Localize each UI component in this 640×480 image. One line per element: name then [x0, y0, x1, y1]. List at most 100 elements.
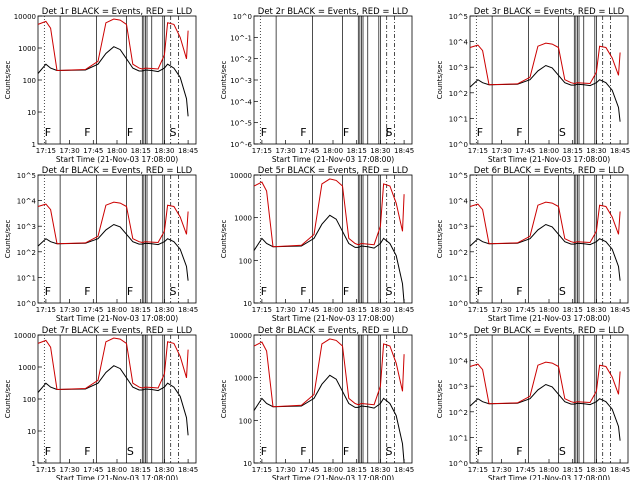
panel-det-8: Det 8r BLACK = Events, RED = LLD F F F S 10 10… [220, 326, 414, 480]
y-tick-label: 10 [243, 300, 252, 308]
x-tick-label: 17:15 [36, 306, 56, 314]
flag-marker: F [127, 126, 133, 139]
y-tick-label: 10000 [230, 332, 252, 340]
flag-marker: S [559, 445, 566, 458]
flag-marker: F [516, 285, 522, 298]
x-tick-label: 17:45 [299, 147, 319, 155]
flag-marker: F [477, 126, 483, 139]
y-axis-label: Counts/sec [436, 220, 444, 259]
y-tick-label: 10^1 [449, 115, 468, 123]
lld-series-line [37, 201, 189, 245]
lld-series-line [37, 18, 189, 72]
flag-marker: F [516, 126, 522, 139]
x-tick-label: 17:15 [252, 466, 272, 474]
y-tick-label: 10^2 [449, 249, 468, 257]
events-series-line [253, 374, 405, 464]
x-tick-label: 17:30 [276, 466, 296, 474]
y-axis-label: Counts/sec [4, 61, 12, 100]
events-series-line [469, 223, 621, 281]
y-tick-label: 100 [23, 77, 36, 85]
x-tick-label: 17:30 [492, 466, 512, 474]
y-tick-label: 10^5 [17, 172, 36, 180]
y-tick-label: 10^1 [449, 274, 468, 282]
plot-frame [37, 15, 197, 145]
y-tick-label: 10^5 [449, 13, 468, 21]
y-axis-label: Counts/sec [220, 220, 228, 259]
plot-frame [37, 174, 197, 304]
x-axis-label: Start Time (21-Nov-03 17:08:00) [488, 314, 610, 323]
x-tick-label: 18:00 [539, 147, 559, 155]
x-tick-label: 17:30 [60, 147, 80, 155]
y-tick-label: 1000 [18, 45, 36, 53]
y-tick-label: 10 [27, 428, 36, 436]
x-tick-label: 18:30 [586, 306, 606, 314]
flag-marker: F [45, 126, 51, 139]
panel-title: Det 7r BLACK = Events, RED = LLD [42, 326, 193, 336]
x-tick-label: 18:45 [610, 306, 630, 314]
panel-det-7: Det 7r BLACK = Events, RED = LLD F F S 1 10 10… [4, 326, 198, 480]
flag-marker: F [343, 126, 349, 139]
flag-marker: F [343, 285, 349, 298]
x-tick-label: 18:15 [347, 306, 367, 314]
panel-title: Det 2r BLACK = Events, RED = LLD [258, 7, 409, 17]
flag-marker: F [84, 285, 90, 298]
flag-marker: F [300, 445, 306, 458]
y-tick-label: 10^-4 [230, 98, 252, 106]
x-tick-label: 18:00 [323, 147, 343, 155]
plot-frame [253, 15, 413, 145]
y-tick-label: 1 [32, 141, 36, 149]
panel-title: Det 3r BLACK = Events, RED = LLD [474, 7, 625, 17]
flag-marker: F [84, 445, 90, 458]
panel-det-5: Det 5r BLACK = Events, RED = LLD F F F S 10 10… [220, 166, 414, 323]
y-axis-label: Counts/sec [436, 380, 444, 419]
y-tick-label: 10^5 [449, 332, 468, 340]
flag-marker: F [300, 285, 306, 298]
x-tick-label: 18:30 [154, 466, 174, 474]
x-tick-label: 18:15 [347, 466, 367, 474]
x-tick-label: 18:30 [154, 147, 174, 155]
x-tick-label: 18:30 [370, 466, 390, 474]
x-tick-label: 17:45 [515, 147, 535, 155]
x-axis-label: Start Time (21-Nov-03 17:08:00) [488, 155, 610, 164]
events-series-line [469, 64, 621, 122]
y-tick-label: 10^4 [449, 198, 469, 206]
x-tick-label: 18:15 [131, 147, 151, 155]
flag-marker: F [127, 285, 133, 298]
x-tick-label: 17:30 [492, 147, 512, 155]
x-tick-label: 17:30 [60, 466, 80, 474]
x-tick-label: 18:30 [586, 147, 606, 155]
flag-marker: S [386, 285, 393, 298]
lld-series-line [469, 201, 621, 245]
flag-marker: F [477, 285, 483, 298]
x-tick-label: 18:45 [394, 147, 414, 155]
plot-frame [469, 334, 629, 464]
y-axis-label: Counts/sec [4, 220, 12, 259]
flag-marker: F [343, 445, 349, 458]
x-axis-label: Start Time (21-Nov-03 17:08:00) [272, 155, 394, 164]
x-tick-label: 18:00 [539, 466, 559, 474]
x-tick-label: 18:15 [563, 466, 583, 474]
plot-frame [253, 334, 413, 464]
panel-title: Det 4r BLACK = Events, RED = LLD [42, 166, 193, 176]
flag-marker: F [261, 285, 267, 298]
flag-marker: F [300, 126, 306, 139]
lld-series-line [37, 337, 189, 391]
panel-title: Det 9r BLACK = Events, RED = LLD [474, 326, 625, 336]
y-tick-label: 1000 [18, 364, 36, 372]
x-tick-label: 18:45 [178, 147, 198, 155]
x-tick-label: 17:45 [299, 306, 319, 314]
x-tick-label: 18:30 [370, 147, 390, 155]
flag-marker: F [45, 445, 51, 458]
x-tick-label: 18:15 [131, 306, 151, 314]
y-tick-label: 10^2 [449, 409, 468, 417]
y-tick-label: 10^5 [449, 172, 468, 180]
x-tick-label: 17:45 [83, 466, 103, 474]
flag-marker: F [261, 126, 267, 139]
flag-marker: S [386, 126, 393, 139]
y-tick-label: 10^-6 [230, 141, 252, 149]
x-axis-label: Start Time (21-Nov-03 17:08:00) [488, 474, 610, 480]
flag-marker: F [516, 445, 522, 458]
y-tick-label: 10000 [230, 172, 252, 180]
x-tick-label: 17:15 [36, 466, 56, 474]
